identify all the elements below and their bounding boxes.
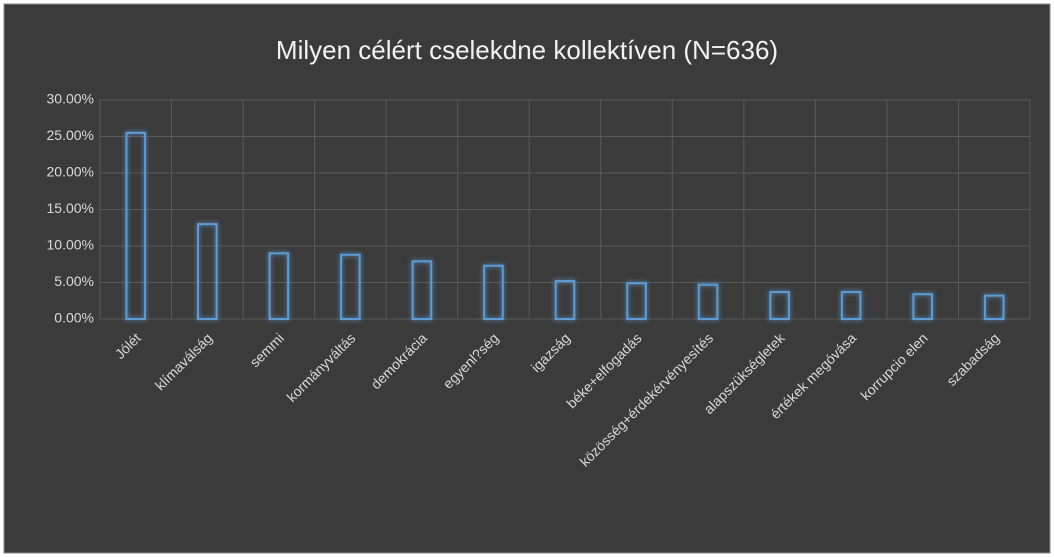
bar bbox=[411, 260, 433, 320]
y-tick-label: 5.00% bbox=[54, 273, 94, 289]
bar bbox=[626, 282, 647, 321]
bar bbox=[912, 293, 933, 320]
y-tick-label: 30.00% bbox=[47, 91, 94, 107]
bar bbox=[197, 223, 218, 321]
y-tick-label: 20.00% bbox=[47, 164, 94, 180]
bar bbox=[340, 253, 361, 320]
bar bbox=[769, 290, 790, 320]
bar bbox=[840, 290, 862, 320]
bar bbox=[483, 264, 504, 320]
chart-title: Milyen célért cselekdne kollektíven (N=6… bbox=[276, 35, 778, 65]
bar bbox=[983, 294, 1005, 321]
y-tick-label: 15.00% bbox=[47, 200, 94, 216]
chart-background bbox=[3, 3, 1051, 554]
bar bbox=[554, 280, 576, 321]
y-tick-label: 10.00% bbox=[47, 237, 94, 253]
bar bbox=[697, 283, 719, 321]
bar bbox=[268, 252, 290, 320]
y-tick-label: 25.00% bbox=[47, 127, 94, 143]
bar bbox=[125, 131, 147, 320]
y-tick-label: 0.00% bbox=[54, 310, 94, 326]
